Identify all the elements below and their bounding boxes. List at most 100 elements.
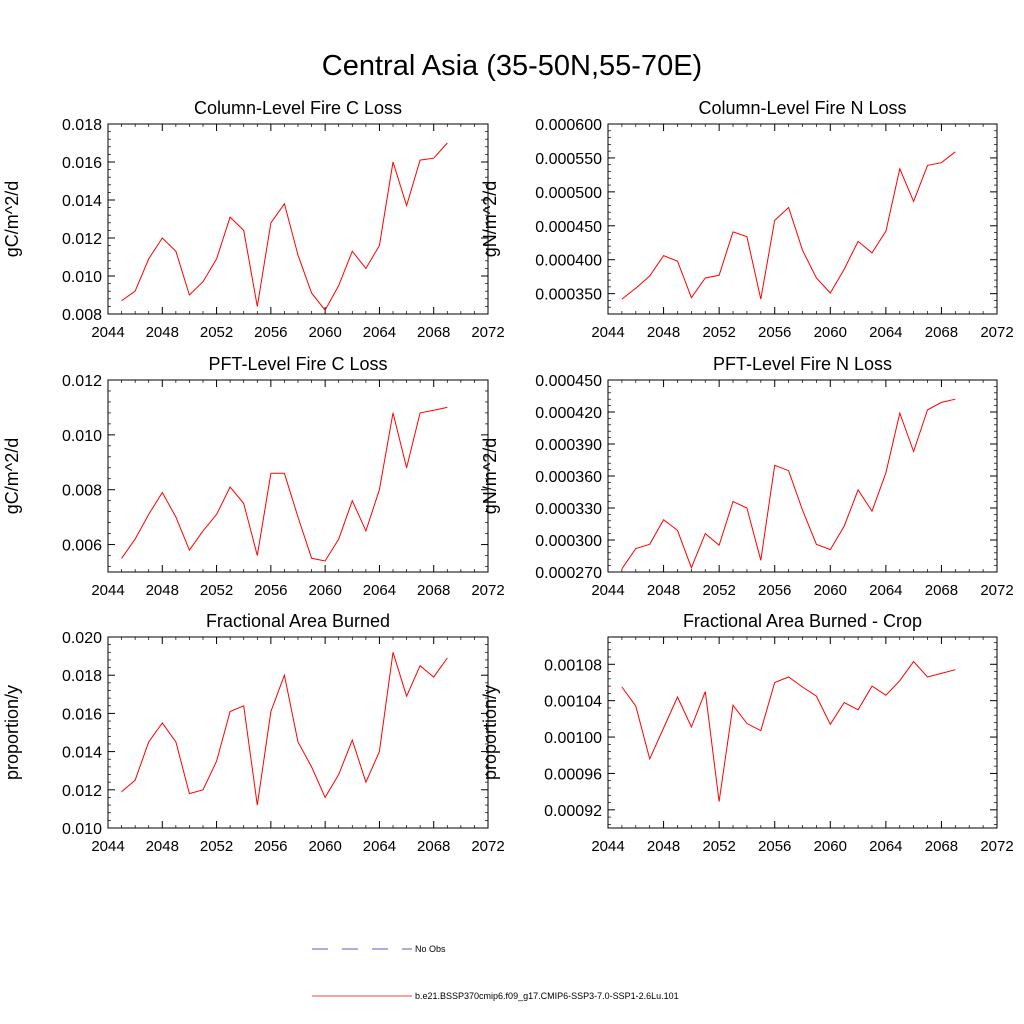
x-tick-label: 2044	[91, 324, 124, 341]
panel-title: Fractional Area Burned - Crop	[683, 611, 922, 631]
chart-panel-2: 2044 2048 2052 2056 2060 2064 2068 2072 0.000350…	[480, 98, 1014, 341]
panel-title: Column-Level Fire C Loss	[194, 98, 402, 118]
x-tick-label: 2052	[200, 838, 233, 855]
legend-label-model-run: b.e21.BSSP370cmip6.f09_g17.CMIP6-SSP3-7.…	[415, 991, 679, 1001]
x-tick-label: 2064	[869, 582, 902, 599]
plot-frame	[107, 379, 489, 573]
x-tick-label: 2072	[980, 582, 1013, 599]
series-line	[121, 652, 448, 806]
chart-panel-4: 2044 2048 2052 2056 2060 2064 2068 2072 0.000270…	[480, 354, 1014, 599]
y-tick-label: 0.018	[62, 117, 102, 134]
y-tick-label: 0.012	[62, 783, 102, 800]
y-tick-label: 0.012	[62, 231, 102, 248]
x-tick-label: 2044	[591, 582, 624, 599]
x-tick-label: 2056	[254, 582, 287, 599]
chart-panel-6: 2044 2048 2052 2056 2060 2064 2068 2072 0.00092 0…	[480, 611, 1014, 855]
plot-frame	[607, 123, 998, 315]
x-tick-label: 2048	[647, 838, 680, 855]
y-axis-label: proportion/y	[2, 685, 22, 780]
x-tick-label: 2052	[702, 582, 735, 599]
y-tick-label: 0.000390	[535, 437, 602, 454]
x-tick-label: 2072	[980, 324, 1013, 341]
y-tick-label: 0.00104	[544, 694, 602, 711]
x-tick-label: 2064	[869, 838, 902, 855]
y-tick-label: 0.020	[62, 630, 102, 647]
page-title: Central Asia (35-50N,55-70E)	[321, 50, 703, 82]
series-line	[621, 660, 956, 802]
x-tick-label: 2068	[925, 324, 958, 341]
x-tick-label: 2064	[869, 324, 902, 341]
y-tick-label: 0.016	[62, 155, 102, 172]
x-tick-label: 2060	[814, 838, 847, 855]
y-tick-label: 0.000350	[535, 287, 602, 304]
y-tick-label: 0.000420	[535, 405, 602, 422]
y-axis-label: proportion/y	[480, 685, 500, 780]
x-tick-label: 2056	[758, 582, 791, 599]
chart-panel-1: 2044 2048 2052 2056 2060 2064 2068 2072 0.008 0.0…	[2, 98, 505, 341]
panel-title: PFT-Level Fire N Loss	[713, 354, 892, 374]
x-tick-label: 2044	[91, 838, 124, 855]
x-tick-label: 2044	[591, 838, 624, 855]
chart-panel-3: 2044 2048 2052 2056 2060 2064 2068 2072 0.006 0.0…	[2, 354, 505, 599]
y-axis-label: gC/m^2/d	[2, 181, 22, 257]
x-tick-label: 2044	[591, 324, 624, 341]
x-tick-label: 2048	[146, 582, 179, 599]
x-tick-label: 2060	[308, 838, 341, 855]
y-tick-label: 0.00100	[544, 730, 602, 747]
panel-title: Column-Level Fire N Loss	[698, 98, 906, 118]
x-tick-label: 2056	[254, 324, 287, 341]
x-tick-label: 2060	[814, 582, 847, 599]
y-axis-label: gC/m^2/d	[2, 438, 22, 514]
x-tick-label: 2052	[200, 324, 233, 341]
chart-panel-5: 2044 2048 2052 2056 2060 2064 2068 2072 0.010 0.0…	[2, 611, 505, 855]
y-tick-label: 0.000450	[535, 373, 602, 390]
y-tick-label: 0.010	[62, 821, 102, 838]
chart-panels: 2044 2048 2052 2056 2060 2064 2068 2072 0.008 0.0…	[2, 98, 1014, 855]
x-tick-label: 2068	[417, 838, 450, 855]
plot-frame	[107, 123, 489, 315]
panel-title: PFT-Level Fire C Loss	[208, 354, 387, 374]
x-tick-label: 2052	[200, 582, 233, 599]
series-line	[621, 151, 956, 300]
y-tick-label: 0.014	[62, 745, 102, 762]
legend: No Obs b.e21.BSSP370cmip6.f09_g17.CMIP6-…	[312, 944, 679, 1001]
y-tick-label: 0.000360	[535, 469, 602, 486]
x-tick-label: 2060	[308, 324, 341, 341]
y-tick-label: 0.018	[62, 668, 102, 685]
x-tick-label: 2068	[925, 582, 958, 599]
y-tick-label: 0.010	[62, 269, 102, 286]
series-line	[121, 406, 448, 562]
y-tick-label: 0.000450	[535, 219, 602, 236]
x-tick-label: 2060	[308, 582, 341, 599]
x-tick-label: 2068	[417, 324, 450, 341]
x-tick-label: 2072	[980, 838, 1013, 855]
y-tick-label: 0.000500	[535, 185, 602, 202]
x-tick-label: 2048	[146, 838, 179, 855]
x-tick-label: 2064	[363, 582, 396, 599]
panel-title: Fractional Area Burned	[206, 611, 390, 631]
y-axis-label: gN/m^2/d	[480, 438, 500, 514]
y-tick-label: 0.000330	[535, 501, 602, 518]
y-tick-label: 0.000550	[535, 151, 602, 168]
y-tick-label: 0.014	[62, 193, 102, 210]
y-tick-label: 0.016	[62, 706, 102, 723]
y-tick-label: 0.008	[62, 483, 102, 500]
x-tick-label: 2052	[702, 324, 735, 341]
x-tick-label: 2048	[647, 582, 680, 599]
y-tick-label: 0.008	[62, 307, 102, 324]
y-tick-label: 0.000300	[535, 533, 602, 550]
x-tick-label: 2052	[702, 838, 735, 855]
plot-frame	[607, 636, 998, 829]
series-line	[621, 398, 956, 570]
x-tick-label: 2068	[417, 582, 450, 599]
x-tick-label: 2060	[814, 324, 847, 341]
x-tick-label: 2056	[758, 324, 791, 341]
x-tick-label: 2072	[471, 838, 504, 855]
legend-label-no-obs: No Obs	[415, 944, 446, 954]
x-tick-label: 2072	[471, 582, 504, 599]
series-line	[121, 142, 448, 312]
x-tick-label: 2056	[758, 838, 791, 855]
x-tick-label: 2048	[146, 324, 179, 341]
x-tick-label: 2072	[471, 324, 504, 341]
y-axis-label: gN/m^2/d	[480, 181, 500, 257]
